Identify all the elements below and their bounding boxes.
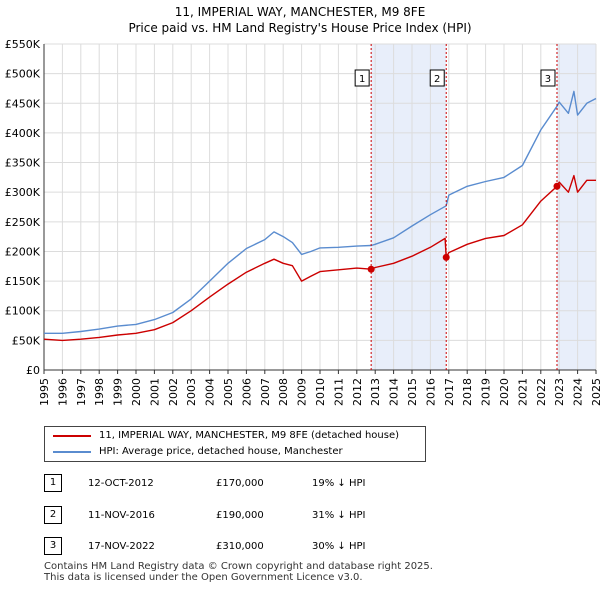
x-tick-label: 1997	[75, 378, 88, 406]
sale-date: 11-NOV-2016	[88, 510, 155, 521]
y-tick-label: £0	[26, 364, 40, 377]
x-tick-label: 2011	[332, 378, 345, 406]
chart-title: 11, IMPERIAL WAY, MANCHESTER, M9 8FE	[174, 5, 426, 19]
x-tick-label: 2017	[443, 378, 456, 406]
y-tick-label: £250K	[5, 216, 41, 229]
price-series-line	[43, 174, 596, 342]
y-tick-label: £400K	[5, 127, 41, 140]
x-tick-label: 1995	[38, 378, 51, 406]
x-tick-label: 2018	[461, 378, 474, 406]
footer-copyright: Contains HM Land Registry data © Crown c…	[44, 561, 433, 583]
sale-marker-label: 3	[545, 74, 551, 85]
x-tick-label: 2020	[498, 378, 511, 406]
y-tick-label: £500K	[5, 68, 41, 81]
x-tick-label: 2023	[553, 378, 566, 406]
x-tick-label: 2003	[185, 378, 198, 406]
sale-hpi-diff: 19% ↓ HPI	[312, 478, 366, 489]
x-tick-label: 2022	[535, 378, 548, 406]
sale-number-badge: 2	[44, 506, 62, 524]
x-tick-label: 2004	[204, 378, 217, 406]
sale-price: £170,000	[216, 478, 264, 489]
sale-price: £310,000	[216, 541, 264, 552]
x-tick-label: 2005	[222, 378, 235, 406]
legend-label-hpi: HPI: Average price, detached house, Manc…	[99, 446, 343, 457]
x-tick-label: 2001	[148, 378, 161, 406]
y-tick-label: £450K	[5, 97, 41, 110]
x-tick-label: 2010	[314, 378, 327, 406]
sale-marker-label: 2	[434, 74, 440, 85]
x-tick-label: 2024	[572, 378, 585, 406]
sale-number-badge: 1	[44, 474, 62, 492]
x-tick-label: 2015	[406, 378, 419, 406]
shaded-region	[556, 44, 596, 370]
footer-line-2: This data is licensed under the Open Gov…	[44, 572, 363, 583]
sale-marker-box	[429, 69, 445, 87]
hpi-series-line	[44, 90, 597, 334]
x-tick-label: 2013	[369, 378, 382, 406]
sale-number-badge: 3	[44, 537, 62, 555]
x-tick-label: 2006	[240, 378, 253, 406]
x-tick-label: 2009	[296, 378, 309, 406]
legend-swatch-price	[53, 435, 91, 437]
x-tick-label: 2016	[424, 378, 437, 406]
y-tick-label: £50K	[12, 334, 41, 347]
y-tick-label: £350K	[5, 157, 41, 170]
legend-swatch-hpi	[53, 451, 91, 453]
footer-line-1: Contains HM Land Registry data © Crown c…	[44, 561, 433, 572]
x-tick-label: 2021	[516, 378, 529, 406]
chart-subtitle: Price paid vs. HM Land Registry's House …	[128, 21, 472, 35]
shaded-region	[371, 44, 447, 370]
sale-date: 12-OCT-2012	[88, 478, 154, 489]
x-tick-label: 2000	[130, 378, 143, 406]
legend-label-price: 11, IMPERIAL WAY, MANCHESTER, M9 8FE (de…	[99, 430, 400, 441]
sale-date: 17-NOV-2022	[88, 541, 155, 552]
y-tick-label: £550K	[5, 38, 41, 51]
price-chart: 1 2 3 £0 £50K £100K £150K £200K £250K £300K £350K…	[5, 38, 600, 406]
x-tick-label: 1996	[56, 378, 69, 406]
x-tick-label: 2012	[351, 378, 364, 406]
y-tick-label: £150K	[5, 275, 41, 288]
sale-price: £190,000	[216, 510, 264, 521]
sale-hpi-diff: 30% ↓ HPI	[312, 541, 366, 552]
y-tick-label: £300K	[5, 186, 41, 199]
y-tick-label: £100K	[5, 305, 41, 318]
x-tick-label: 2025	[590, 378, 600, 406]
chart-legend: 11, IMPERIAL WAY, MANCHESTER, M9 8FE (de…	[44, 426, 426, 462]
x-tick-label: 1999	[112, 378, 125, 406]
sale-marker-box	[354, 69, 370, 87]
x-tick-label: 1998	[93, 378, 106, 406]
x-tick-label: 2008	[277, 378, 290, 406]
x-tick-label: 2014	[388, 378, 401, 406]
sale-hpi-diff: 31% ↓ HPI	[312, 510, 366, 521]
y-tick-label: £200K	[5, 245, 41, 258]
x-tick-label: 2007	[259, 378, 272, 406]
sale-marker-box	[540, 69, 556, 87]
x-tick-label: 2019	[480, 378, 493, 406]
sale-point	[553, 182, 561, 190]
x-tick-label: 2002	[167, 378, 180, 406]
sale-marker-label: 1	[359, 74, 365, 85]
